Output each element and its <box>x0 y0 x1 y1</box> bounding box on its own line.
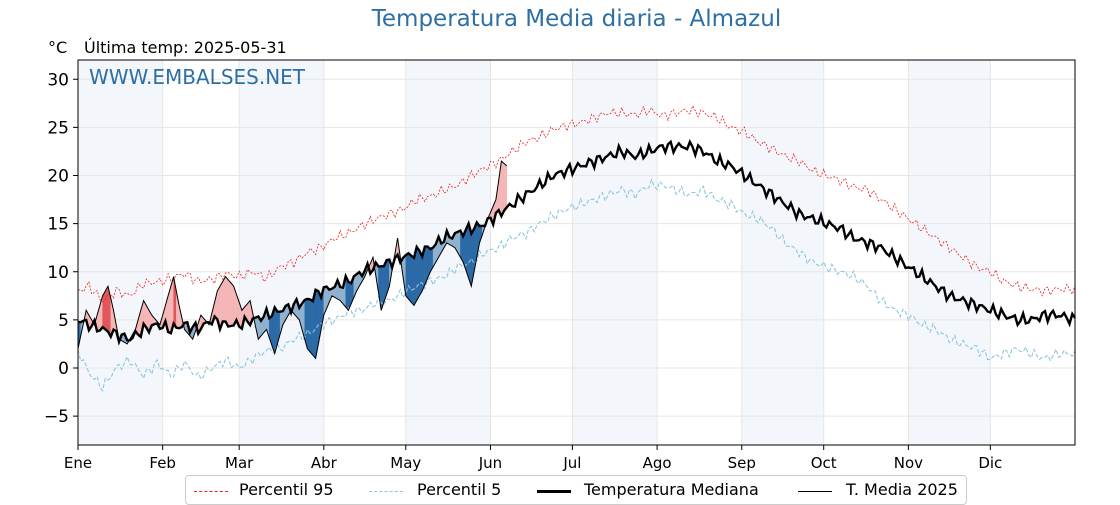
legend-label-median: Temperatura Mediana <box>584 480 759 499</box>
y-tick-label: 20 <box>47 167 69 187</box>
legend: Percentil 95 Percentil 5 Temperatura Med… <box>185 475 967 505</box>
series-line-current <box>77 160 508 360</box>
month-shading <box>78 60 991 445</box>
legend-swatch-p95 <box>194 491 228 492</box>
y-tick-label: 25 <box>47 118 69 138</box>
series-lines <box>77 104 1077 392</box>
above-median-fill <box>105 285 109 333</box>
x-tick-label: Jun <box>478 454 502 472</box>
above-median-fill <box>503 163 508 212</box>
series-line-p5 <box>77 178 1076 392</box>
y-tick-label: 0 <box>58 359 69 379</box>
grid-lines <box>77 60 1075 445</box>
x-tick-label: Abr <box>311 454 338 472</box>
x-tick-label: Nov <box>894 454 923 472</box>
month-band <box>741 60 824 445</box>
series-line-p95 <box>77 104 1076 303</box>
y-tick-label: −5 <box>44 407 69 427</box>
x-tick-label: Jul <box>562 454 581 472</box>
chart-title: Temperatura Media diaria - Almazul <box>371 6 782 32</box>
below-median-fill <box>416 246 420 302</box>
y-tick-label: 5 <box>58 311 69 331</box>
y-tick-label: 15 <box>47 215 69 235</box>
x-tick-label: Mar <box>225 454 254 472</box>
above-median-fill <box>230 282 234 327</box>
above-median-fill <box>501 160 505 217</box>
below-median-fill <box>408 252 412 303</box>
below-median-fill <box>309 299 314 356</box>
x-tick-label: Feb <box>149 454 176 472</box>
y-tick-label: 10 <box>47 263 69 283</box>
month-band <box>572 60 658 445</box>
above-median-fill <box>228 279 232 327</box>
legend-swatch-median <box>537 490 571 493</box>
x-tick-label: Ago <box>643 454 672 472</box>
plot-frame <box>77 59 1076 446</box>
x-axis-ticks: Ene Feb Mar Abr May Jun Jul Ago Sep Oct Nov Dic <box>64 445 1002 472</box>
y-axis-unit-label: °C <box>48 38 68 57</box>
above-median-fill <box>222 275 226 322</box>
last-temp-label: Última temp: 2025-05-31 <box>84 38 287 57</box>
below-median-fill <box>307 298 311 353</box>
above-median-fill <box>225 276 229 328</box>
legend-swatch-p5 <box>369 491 403 492</box>
x-tick-label: Ene <box>64 454 92 472</box>
x-tick-label: Dic <box>978 454 1002 472</box>
below-median-fill <box>411 255 415 306</box>
anomaly-fills <box>77 160 508 359</box>
legend-label-p5: Percentil 5 <box>417 480 502 499</box>
month-band <box>78 60 163 445</box>
series-line-median <box>77 139 1077 346</box>
legend-swatch-current <box>798 491 832 492</box>
x-tick-label: May <box>390 454 421 472</box>
x-tick-label: Oct <box>811 454 837 472</box>
watermark: WWW.EMBALSES.NET <box>89 65 306 89</box>
x-tick-label: Sep <box>728 454 756 472</box>
above-median-fill <box>102 290 106 330</box>
legend-label-p95: Percentil 95 <box>239 480 334 499</box>
y-axis-ticks: −5 0 5 10 15 20 25 30 <box>44 70 78 427</box>
month-band <box>239 60 324 445</box>
legend-label-current: T. Media 2025 <box>846 480 958 499</box>
y-tick-label: 30 <box>47 70 69 90</box>
